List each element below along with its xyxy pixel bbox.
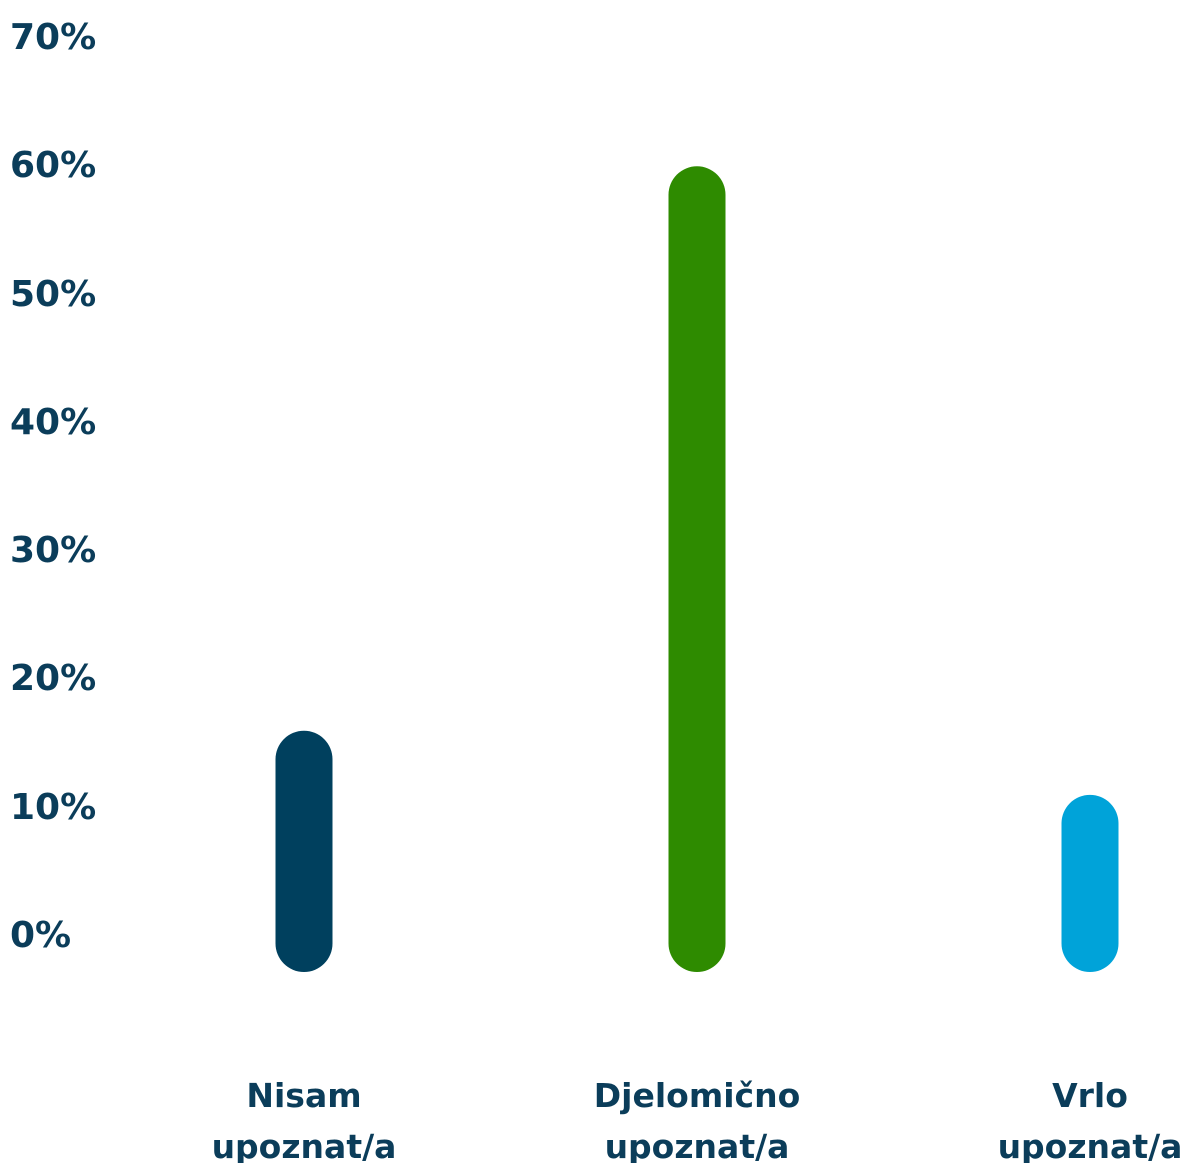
bar [1061,794,1119,972]
x-tick-label: Vrlo upoznat/a [997,1076,1183,1163]
bar [275,730,333,972]
y-tick-label: 70% [10,17,97,58]
y-tick-label: 60% [10,145,97,187]
bar [668,166,726,973]
x-tick-label: Djelomično upoznat/a [593,1076,801,1163]
y-tick-label: 10% [10,786,97,828]
y-tick-label: 30% [10,530,97,572]
y-tick-label: 40% [10,401,97,443]
y-tick-label: 50% [10,273,97,315]
x-tick-label: Nisam upoznat/a [211,1076,397,1163]
y-tick-label: 20% [10,658,97,700]
y-tick-label: 0% [10,915,72,956]
